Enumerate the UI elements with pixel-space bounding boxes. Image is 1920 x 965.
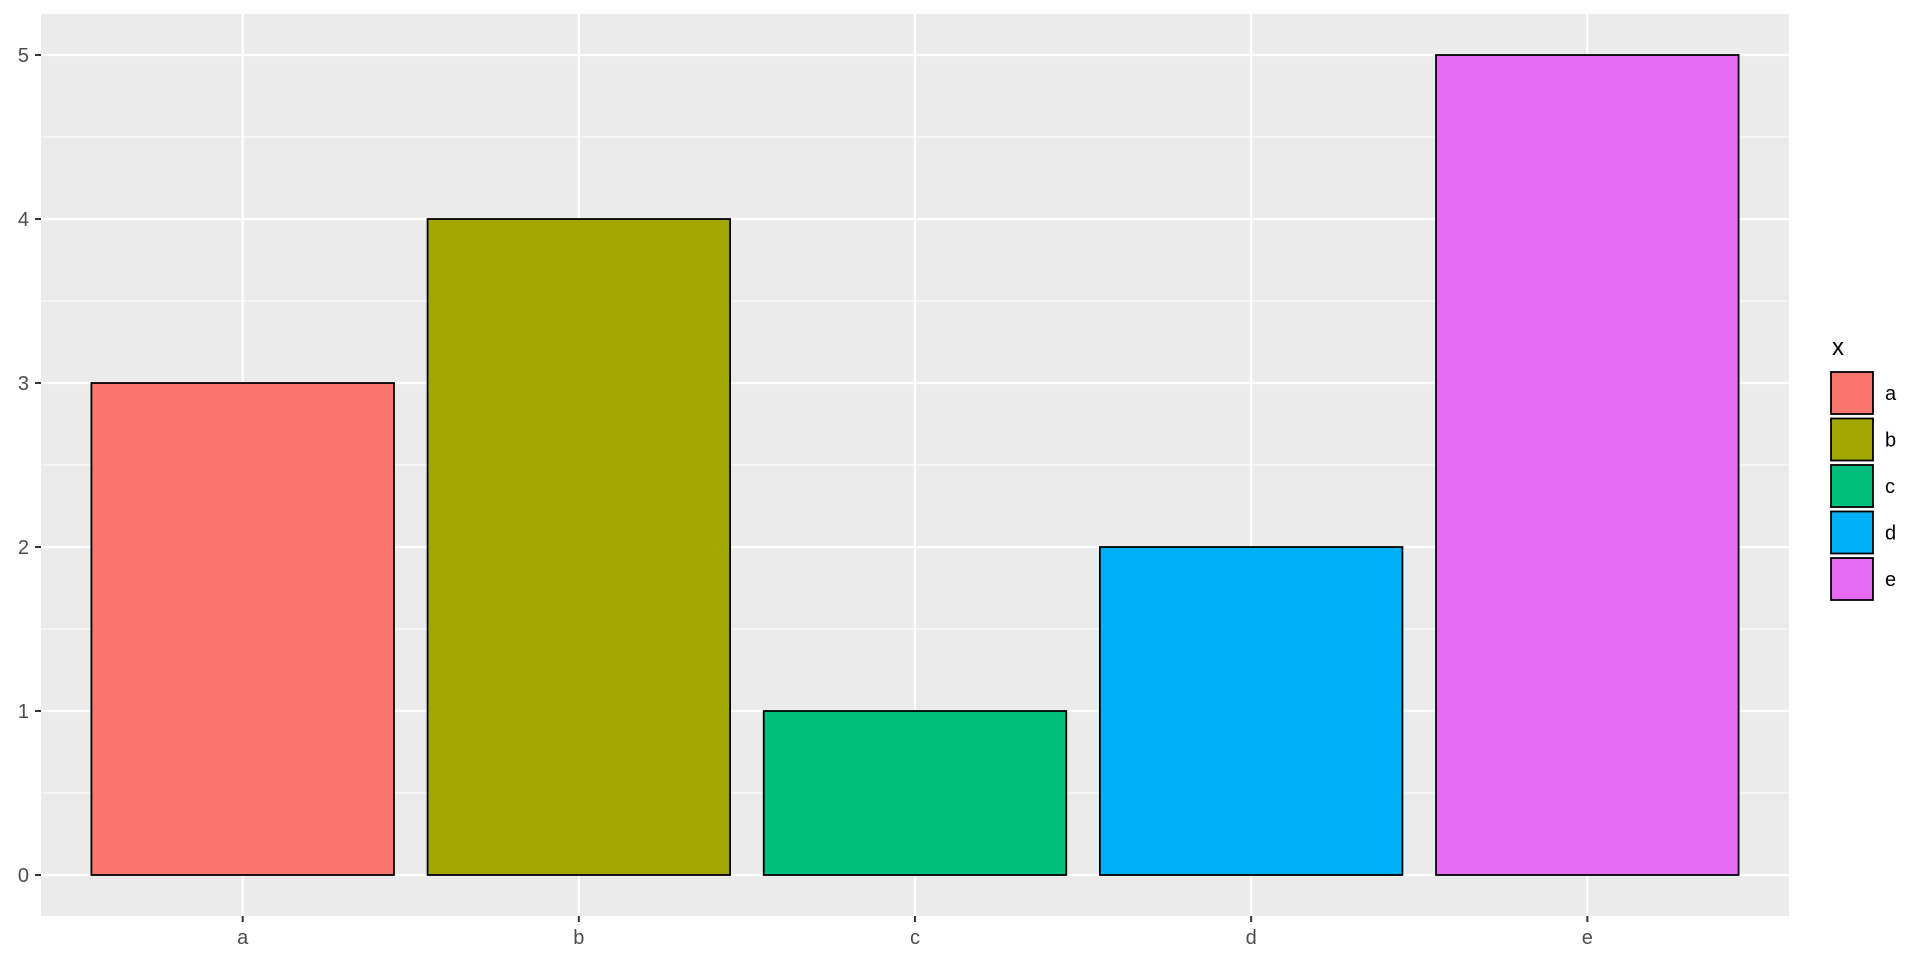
- bar-c: [762, 710, 1068, 876]
- legend-items: a b c d e: [1830, 371, 1897, 601]
- bar-d: [1098, 546, 1404, 876]
- y-tick-label: 0: [18, 865, 29, 887]
- x-tick-label: e: [1582, 927, 1593, 949]
- legend-key-d: [1830, 510, 1874, 555]
- y-axis: 0 1 2 3 4 5: [18, 45, 41, 887]
- x-axis: a b c d e: [237, 916, 1593, 949]
- bar-a: [90, 382, 395, 876]
- legend-label-b: b: [1885, 430, 1896, 452]
- y-tick-label: 1: [18, 701, 29, 723]
- bar-e: [1435, 54, 1740, 876]
- x-tick-label: a: [237, 927, 249, 949]
- legend: x a b c d e: [1830, 334, 1897, 601]
- legend-label-e: e: [1885, 569, 1896, 591]
- bars-group: [90, 54, 1740, 876]
- bar-b: [426, 218, 732, 876]
- legend-key-a: [1830, 371, 1874, 415]
- y-tick-label: 5: [18, 45, 29, 67]
- legend-label-d: d: [1885, 523, 1896, 545]
- x-tick-label: d: [1246, 927, 1257, 949]
- y-tick-label: 3: [18, 373, 29, 395]
- legend-key-c: [1830, 464, 1874, 508]
- legend-key-b: [1830, 417, 1874, 462]
- legend-label-c: c: [1885, 476, 1895, 498]
- x-tick-label: b: [573, 927, 584, 949]
- legend-label-a: a: [1885, 383, 1897, 405]
- y-tick-label: 2: [18, 537, 29, 559]
- legend-key-e: [1830, 557, 1874, 601]
- legend-title: x: [1832, 334, 1844, 361]
- y-tick-label: 4: [18, 209, 29, 231]
- x-tick-label: c: [910, 927, 920, 949]
